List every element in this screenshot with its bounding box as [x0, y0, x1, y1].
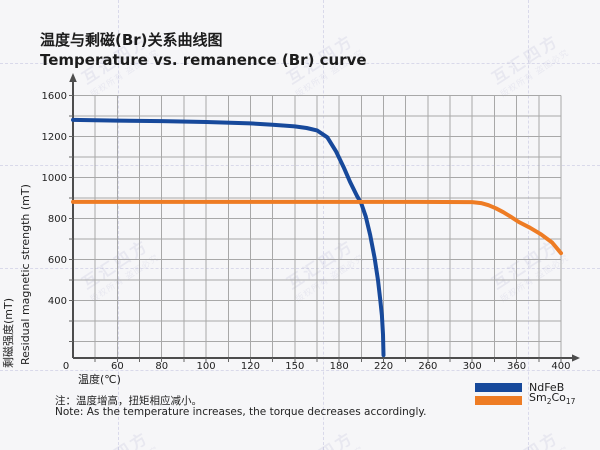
- legend: NdFeB Sm2Co17: [475, 381, 575, 407]
- legend-label-sm2co17: Sm2Co17: [529, 391, 576, 407]
- x-tick-label: 80: [155, 361, 168, 372]
- y-tick-label: 1200: [42, 132, 67, 143]
- grid-layer: [73, 94, 562, 358]
- x-tick-label: 0: [63, 361, 69, 372]
- series-ndfeb-line: [71, 117, 386, 358]
- tick-marks: [69, 94, 562, 362]
- x-tick-label: 360: [507, 361, 526, 372]
- x-tick-label: 180: [330, 361, 349, 372]
- x-tick-label: 260: [418, 361, 437, 372]
- x-tick-label: 220: [374, 361, 393, 372]
- legend-swatch-ndfeb: [475, 382, 522, 392]
- legend-item-ndfeb: NdFeB: [475, 381, 575, 393]
- legend-label-ndfeb: NdFeB: [529, 380, 565, 394]
- tick-labels: 0 60 80 100 120 150 180 220 260 300 360 400 400 600 80…: [42, 91, 571, 372]
- y-tick-label: 600: [48, 255, 67, 266]
- x-tick-label: 100: [197, 361, 216, 372]
- legend-swatch-sm2co17: [475, 395, 522, 405]
- x-tick-label: 150: [285, 361, 304, 372]
- note-en: Note: As the temperature increases, the …: [55, 406, 427, 418]
- series-sm2co17-line: [71, 199, 563, 256]
- y-axis-title-en: Residual magnetic strength (mT): [19, 184, 32, 365]
- x-tick-label: 400: [551, 361, 570, 372]
- y-tick-label: 800: [48, 214, 67, 225]
- legend-item-sm2co17: Sm2Co17: [475, 391, 576, 407]
- x-tick-label: 120: [241, 361, 260, 372]
- axis-layer: [69, 73, 580, 362]
- chart-title-en: Temperature vs. remanence (Br) curve: [40, 51, 367, 69]
- x-tick-label: 300: [463, 361, 482, 372]
- x-axis-title: 温度(℃): [78, 373, 121, 386]
- y-tick-label: 400: [48, 296, 67, 307]
- note-zh: 注：温度增高，扭矩相应减小。: [55, 395, 202, 407]
- chart-title-zh: 温度与剩磁(Br)关系曲线图: [40, 31, 223, 49]
- y-axis-title-zh: 剩磁强度(mT): [2, 297, 15, 368]
- y-tick-label: 1000: [42, 173, 67, 184]
- y-tick-label: 1600: [42, 91, 67, 102]
- x-tick-label: 60: [111, 361, 124, 372]
